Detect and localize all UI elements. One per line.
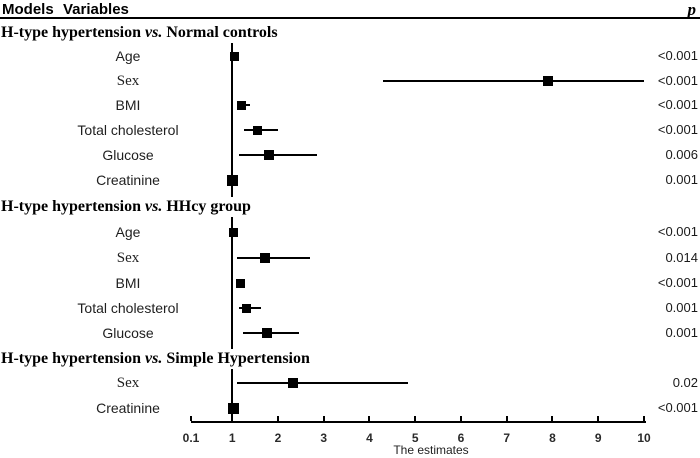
variable-label: Creatinine: [96, 172, 160, 188]
axis-tick: [276, 416, 279, 421]
variable-label: Creatinine: [96, 400, 160, 416]
section-vs-label: vs.: [145, 198, 163, 215]
variable-label: BMI: [115, 97, 141, 113]
p-value: <0.001: [657, 73, 698, 88]
estimate-marker: [252, 125, 262, 135]
p-value: <0.001: [657, 97, 698, 112]
p-value: <0.001: [657, 122, 698, 137]
estimate-marker: [226, 174, 238, 186]
p-value: <0.001: [657, 48, 698, 63]
column-header-p: p: [687, 0, 697, 19]
section-header: H-type hypertension vs. Simple Hypertens…: [1, 349, 316, 369]
variable-label: Glucose: [102, 147, 154, 163]
axis-tick-label: 6: [457, 431, 465, 445]
axis-tick: [459, 416, 462, 421]
section-vs-label: vs.: [145, 24, 163, 41]
column-header-variables: Variables: [63, 1, 129, 18]
section-header: H-type hypertension vs. Normal controls: [1, 23, 284, 43]
axis-tick: [368, 416, 371, 421]
axis-tick: [414, 416, 417, 421]
variable-label: Age: [115, 224, 141, 240]
estimate-marker: [261, 328, 272, 338]
axis-tick-label: 4: [366, 431, 373, 445]
axis-tick: [505, 416, 508, 421]
estimate-marker: [260, 253, 271, 263]
section-model-name: H-type hypertension: [1, 198, 145, 215]
p-value: 0.001: [665, 172, 698, 187]
column-header-models: Models: [2, 1, 54, 18]
variable-label: Glucose: [102, 325, 154, 341]
variable-label: Total cholesterol: [77, 122, 179, 138]
p-value: 0.014: [665, 250, 698, 265]
section-model-name: H-type hypertension: [1, 350, 145, 367]
variable-label: Sex: [116, 375, 140, 391]
axis-tick-label: 10: [637, 431, 651, 445]
estimate-marker: [242, 303, 252, 313]
p-value: 0.001: [665, 300, 698, 315]
axis-tick: [322, 416, 325, 421]
variable-label: Total cholesterol: [77, 300, 179, 316]
section-group-name: HHcy group: [162, 198, 251, 215]
estimate-marker: [228, 227, 238, 237]
ci-line: [239, 154, 317, 156]
variable-label: BMI: [115, 275, 141, 291]
axis-tick: [190, 416, 192, 421]
variable-label: Sex: [116, 73, 140, 89]
axis-tick: [643, 416, 645, 421]
axis-tick-label: 7: [503, 431, 511, 445]
ci-line: [236, 382, 409, 384]
axis-tick: [597, 416, 600, 421]
axis-tick-label: 2: [274, 431, 282, 445]
axis-tick-label: 3: [320, 431, 328, 445]
ci-line: [236, 257, 310, 259]
axis-tick: [551, 416, 554, 421]
p-value: <0.001: [657, 400, 698, 415]
estimate-marker: [227, 402, 239, 414]
axis-tick-label: 1: [228, 431, 236, 445]
p-value: 0.001: [665, 325, 698, 340]
axis-tick-label: 0.1: [182, 431, 200, 445]
section-group-name: Simple Hypertension: [162, 350, 310, 367]
axis-tick-label: 8: [549, 431, 556, 445]
ci-line: [383, 80, 644, 82]
estimate-marker: [229, 51, 239, 61]
estimate-marker: [236, 100, 246, 110]
header-rule: [0, 17, 700, 19]
section-vs-label: vs.: [145, 350, 163, 367]
estimate-marker: [542, 76, 553, 86]
estimate-marker: [263, 150, 274, 160]
p-value: <0.001: [657, 275, 698, 290]
p-value: <0.001: [657, 224, 698, 239]
variable-label: Age: [115, 48, 141, 64]
estimate-marker: [235, 278, 245, 288]
axis-tick-label: 9: [594, 431, 602, 445]
p-value: 0.02: [672, 375, 698, 390]
p-value: 0.006: [665, 147, 698, 162]
section-model-name: H-type hypertension: [1, 24, 145, 41]
section-header: H-type hypertension vs. HHcy group: [1, 197, 257, 217]
estimate-marker: [287, 378, 298, 388]
x-axis-label: The estimates: [393, 443, 469, 457]
axis-tick-label: 5: [411, 431, 419, 445]
x-axis-line: [191, 421, 646, 423]
section-group-name: Normal controls: [162, 24, 278, 41]
variable-label: Sex: [116, 250, 140, 266]
